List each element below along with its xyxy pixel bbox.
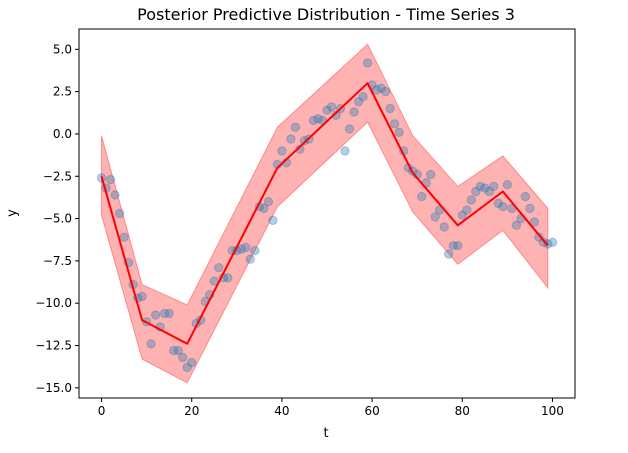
observation-point-48 — [313, 114, 323, 124]
observation-point-76 — [439, 222, 449, 232]
observation-point-43 — [290, 122, 301, 132]
y-tick-label-0: 5.0 — [53, 42, 72, 56]
y-tick-label-4: −5.0 — [43, 212, 72, 226]
x-tick-label-20: 20 — [184, 404, 199, 418]
y-tick-label-7: −12.5 — [35, 339, 72, 353]
x-tick-label-40: 40 — [274, 404, 289, 418]
observation-point-4 — [114, 208, 125, 219]
observation-point-33 — [245, 254, 256, 264]
observation-point-11 — [146, 339, 156, 349]
observation-point-26 — [214, 263, 224, 273]
observation-point-12 — [151, 310, 161, 320]
plot-area — [96, 43, 558, 384]
observation-point-59 — [362, 58, 373, 68]
x-tick-label-100: 100 — [541, 404, 564, 418]
observation-point-61 — [371, 85, 382, 95]
observation-point-40 — [277, 146, 287, 156]
observation-point-63 — [380, 86, 391, 97]
observation-point-58 — [358, 92, 368, 102]
observation-point-36 — [259, 203, 269, 214]
observation-point-51 — [326, 102, 337, 112]
observation-point-17 — [173, 345, 183, 356]
observation-point-2 — [105, 174, 116, 185]
observation-point-3 — [110, 190, 120, 200]
observation-point-96 — [529, 217, 540, 227]
observation-point-55 — [344, 124, 355, 134]
observation-point-89 — [498, 202, 508, 212]
observation-point-37 — [263, 197, 274, 207]
observation-point-73 — [426, 169, 436, 180]
observation-point-90 — [502, 180, 513, 190]
mean-line — [100, 82, 549, 345]
observation-point-42 — [286, 134, 296, 144]
observation-point-19 — [182, 362, 192, 373]
observation-point-47 — [308, 115, 319, 126]
y-tick-label-3: −2.5 — [43, 169, 72, 183]
observation-point-52 — [331, 110, 341, 121]
observation-point-81 — [462, 205, 472, 215]
y-tick-label-8: −15.0 — [35, 381, 72, 395]
observation-point-56 — [349, 107, 359, 117]
observation-point-86 — [484, 186, 494, 197]
observation-point-45 — [299, 136, 310, 146]
observation-point-92 — [511, 220, 522, 231]
observation-point-14 — [160, 308, 170, 319]
observation-point-9 — [137, 291, 147, 302]
observation-point-20 — [187, 357, 197, 368]
observation-point-50 — [322, 105, 332, 115]
chart-title: Posterior Predictive Distribution - Time… — [137, 5, 515, 24]
credible-band — [101, 43, 549, 384]
observation-point-79 — [453, 241, 463, 251]
observation-point-32 — [241, 242, 251, 253]
observation-point-28 — [223, 273, 233, 283]
x-tick-label-80: 80 — [455, 404, 470, 418]
observation-point-64 — [385, 103, 395, 114]
observation-point-94 — [520, 191, 531, 202]
y-tick-label-6: −10.0 — [35, 296, 72, 310]
observation-point-18 — [178, 352, 188, 363]
observation-point-87 — [489, 181, 499, 192]
observation-point-71 — [417, 191, 427, 202]
observation-point-66 — [394, 127, 404, 138]
observation-point-38 — [268, 215, 278, 226]
observation-point-85 — [480, 183, 490, 193]
y-axis-label: y — [5, 209, 20, 217]
x-axis-label: t — [323, 426, 328, 441]
observation-point-82 — [466, 195, 476, 205]
observation-point-16 — [169, 345, 179, 356]
x-tick-label-0: 0 — [98, 404, 106, 418]
axes-frame — [78, 28, 576, 399]
y-tick-label-1: 2.5 — [53, 85, 72, 99]
observation-point-98 — [538, 237, 549, 248]
observation-point-15 — [164, 308, 174, 319]
observation-point-83 — [471, 186, 481, 197]
observation-point-78 — [448, 241, 458, 251]
observation-point-65 — [389, 119, 400, 129]
observation-point-88 — [493, 198, 503, 209]
observation-point-44 — [295, 144, 305, 154]
observation-point-62 — [376, 83, 386, 93]
observation-point-95 — [525, 203, 535, 214]
observation-point-97 — [534, 232, 544, 242]
observation-point-74 — [430, 212, 440, 222]
observation-point-77 — [444, 249, 454, 259]
y-tick-label-2: 0.0 — [53, 127, 72, 141]
observation-point-80 — [457, 210, 467, 220]
observation-point-5 — [119, 232, 129, 242]
observation-point-31 — [236, 244, 247, 254]
axes: 0 20 40 60 80 100 5.0 2.5 0.0 −2.5 −5.0 −7.5 −10.0 −1… — [35, 28, 576, 418]
y-tick-label-5: −7.5 — [43, 254, 72, 268]
observation-point-100 — [547, 237, 558, 248]
observation-point-57 — [353, 97, 364, 107]
observation-point-84 — [475, 181, 485, 192]
x-tick-label-60: 60 — [364, 404, 379, 418]
observation-point-34 — [250, 246, 260, 256]
observation-point-54 — [340, 146, 350, 156]
